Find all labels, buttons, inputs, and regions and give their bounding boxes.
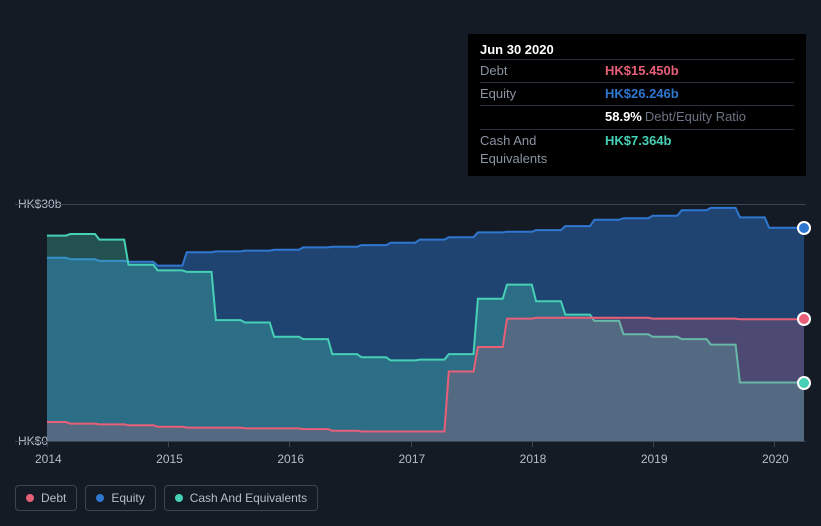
legend-item-cash[interactable]: Cash And Equivalents bbox=[164, 485, 318, 511]
debt-end-marker-icon bbox=[797, 312, 811, 326]
legend-item-equity[interactable]: Equity bbox=[85, 485, 155, 511]
legend-dot-icon bbox=[26, 494, 34, 502]
x-axis-label: 2014 bbox=[35, 452, 62, 466]
x-tick bbox=[774, 441, 775, 447]
equity-end-marker-icon bbox=[797, 221, 811, 235]
x-axis-label: 2018 bbox=[520, 452, 547, 466]
tooltip-ratio-spacer bbox=[480, 108, 605, 126]
tooltip-debt-value: HK$15.450b bbox=[605, 62, 679, 80]
x-tick bbox=[411, 441, 412, 447]
x-axis-label: 2016 bbox=[277, 452, 304, 466]
legend-item-debt[interactable]: Debt bbox=[15, 485, 77, 511]
debt-equity-chart: Jun 30 2020 Debt HK$15.450b Equity HK$26… bbox=[0, 0, 821, 526]
tooltip-equity-label: Equity bbox=[480, 85, 605, 103]
chart-legend: Debt Equity Cash And Equivalents bbox=[15, 485, 318, 511]
x-axis-label: 2017 bbox=[399, 452, 426, 466]
x-axis-label: 2019 bbox=[641, 452, 668, 466]
tooltip-row-equity: Equity HK$26.246b bbox=[480, 82, 794, 105]
legend-cash-label: Cash And Equivalents bbox=[190, 491, 307, 505]
x-axis-label: 2020 bbox=[762, 452, 789, 466]
tooltip-ratio-label: Debt/Equity Ratio bbox=[645, 108, 746, 126]
chart-plot-area[interactable] bbox=[47, 125, 804, 441]
x-tick bbox=[653, 441, 654, 447]
x-tick bbox=[47, 441, 48, 447]
legend-dot-icon bbox=[96, 494, 104, 502]
legend-equity-label: Equity bbox=[111, 491, 144, 505]
tooltip-equity-value: HK$26.246b bbox=[605, 85, 679, 103]
x-tick bbox=[532, 441, 533, 447]
legend-dot-icon bbox=[175, 494, 183, 502]
tooltip-debt-label: Debt bbox=[480, 62, 605, 80]
x-tick bbox=[168, 441, 169, 447]
x-tick bbox=[289, 441, 290, 447]
tooltip-date: Jun 30 2020 bbox=[480, 42, 794, 57]
tooltip-row-debt: Debt HK$15.450b bbox=[480, 59, 794, 82]
legend-debt-label: Debt bbox=[41, 491, 66, 505]
tooltip-ratio-value: 58.9% bbox=[605, 108, 642, 126]
x-axis-label: 2015 bbox=[156, 452, 183, 466]
cash-end-marker-icon bbox=[797, 376, 811, 390]
